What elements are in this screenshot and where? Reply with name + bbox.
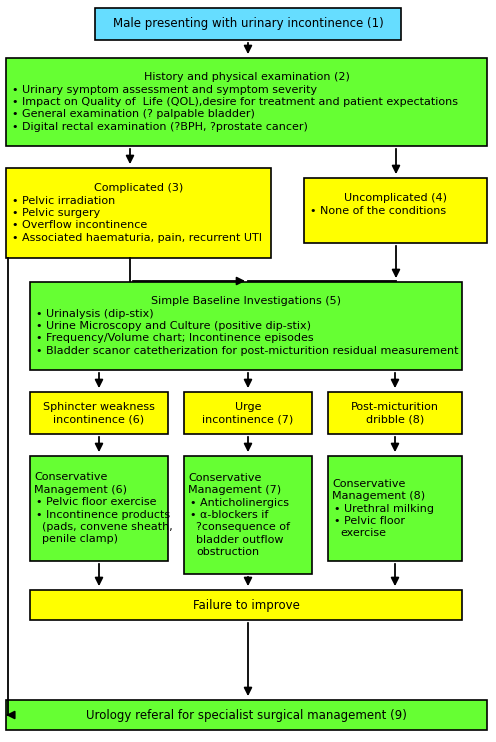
Text: • Impact on Quality of  Life (QOL),desire for treatment and patient expectations: • Impact on Quality of Life (QOL),desire… [12, 97, 458, 107]
Text: Urge: Urge [235, 402, 261, 412]
Text: • Urinary symptom assessment and symptom severity: • Urinary symptom assessment and symptom… [12, 85, 317, 94]
Bar [184, 392, 312, 434]
Text: (pads, convene sheath,: (pads, convene sheath, [42, 522, 173, 532]
Text: • Incontinence products: • Incontinence products [36, 510, 170, 519]
Text: Simple Baseline Investigations (5): Simple Baseline Investigations (5) [151, 296, 341, 306]
Text: • Anticholinergics: • Anticholinergics [190, 498, 289, 508]
Text: • Urethral milking: • Urethral milking [334, 504, 434, 513]
Text: • α-blockers if: • α-blockers if [190, 510, 268, 520]
Text: Male presenting with urinary incontinence (1): Male presenting with urinary incontinenc… [113, 18, 383, 30]
Text: incontinence (6): incontinence (6) [54, 414, 144, 424]
Text: • Pelvic floor exercise: • Pelvic floor exercise [36, 497, 157, 508]
Text: bladder outflow: bladder outflow [196, 535, 284, 545]
Text: Conservative: Conservative [34, 473, 107, 482]
Text: incontinence (7): incontinence (7) [202, 414, 294, 424]
Bar [184, 456, 312, 574]
Text: Management (8): Management (8) [332, 491, 425, 501]
Text: • Digital rectal examination (?BPH, ?prostate cancer): • Digital rectal examination (?BPH, ?pro… [12, 122, 308, 132]
Text: Urology referal for specialist surgical management (9): Urology referal for specialist surgical … [86, 709, 407, 721]
Text: Sphincter weakness: Sphincter weakness [43, 402, 155, 412]
Bar [30, 456, 168, 561]
Text: • Frequency/Volume chart; Incontinence episodes: • Frequency/Volume chart; Incontinence e… [36, 333, 313, 344]
Text: Uncomplicated (4): Uncomplicated (4) [344, 193, 447, 203]
Text: dribble (8): dribble (8) [366, 414, 424, 424]
Text: obstruction: obstruction [196, 547, 259, 557]
Text: Management (7): Management (7) [188, 485, 281, 495]
Bar [328, 392, 462, 434]
Text: • Overflow incontinence: • Overflow incontinence [12, 220, 147, 231]
Text: • Pelvic floor: • Pelvic floor [334, 516, 405, 526]
Text: Failure to improve: Failure to improve [192, 599, 300, 611]
Text: Conservative: Conservative [188, 473, 261, 483]
Bar [30, 282, 462, 370]
Text: • None of the conditions: • None of the conditions [310, 206, 446, 215]
Text: Post-micturition: Post-micturition [351, 402, 439, 412]
Text: ?consequence of: ?consequence of [196, 522, 290, 533]
Bar [304, 178, 487, 243]
Bar [95, 8, 401, 40]
Text: • Urine Microscopy and Culture (positive dip-stix): • Urine Microscopy and Culture (positive… [36, 321, 311, 331]
Text: Management (6): Management (6) [34, 485, 127, 495]
Text: penile clamp): penile clamp) [42, 534, 118, 545]
Text: History and physical examination (2): History and physical examination (2) [143, 72, 350, 82]
Text: • Pelvic irradiation: • Pelvic irradiation [12, 196, 115, 206]
Text: • Associated haematuria, pain, recurrent UTI: • Associated haematuria, pain, recurrent… [12, 233, 262, 243]
Text: • Urinalysis (dip-stix): • Urinalysis (dip-stix) [36, 309, 154, 318]
Text: Complicated (3): Complicated (3) [94, 183, 183, 193]
Text: Conservative: Conservative [332, 479, 405, 489]
Bar [6, 168, 271, 258]
Bar [6, 700, 487, 730]
Bar [328, 456, 462, 561]
Text: • General examination (? palpable bladder): • General examination (? palpable bladde… [12, 109, 255, 119]
Text: • Pelvic surgery: • Pelvic surgery [12, 208, 100, 218]
Text: exercise: exercise [340, 528, 386, 538]
Bar [30, 392, 168, 434]
Bar [6, 58, 487, 146]
Bar [30, 590, 462, 620]
Text: • Bladder scanor catetherization for post-micturition residual measurement: • Bladder scanor catetherization for pos… [36, 346, 458, 356]
